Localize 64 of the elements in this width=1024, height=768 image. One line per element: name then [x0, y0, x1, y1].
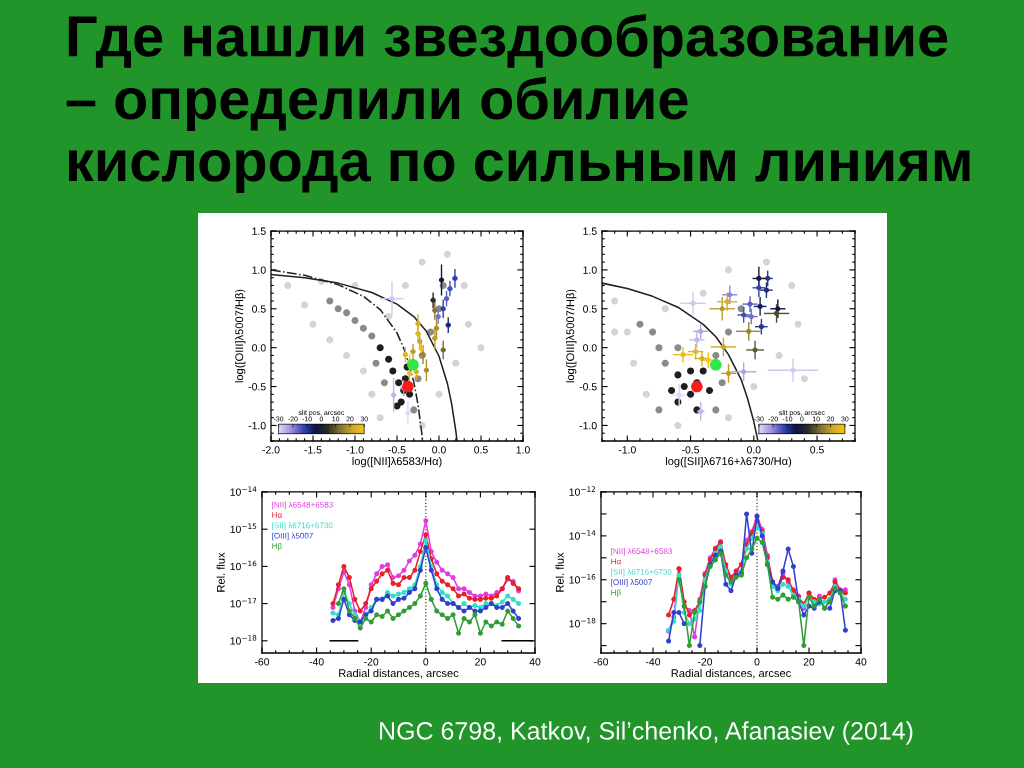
text: [SII] λ6716+6730 — [272, 522, 333, 530]
text: Hα — [272, 512, 282, 518]
x-tick-label: -0.5 — [682, 446, 700, 454]
text: [OIII] λ5007 — [272, 532, 313, 541]
y-tick-label: 10$^{−18}$ — [230, 635, 257, 645]
y-tick-label: 10$^{−14}$ — [230, 486, 257, 496]
x-tick-label: -1.5 — [304, 446, 322, 454]
x-tick-label: 20 — [803, 658, 815, 666]
x-tick-label: 1.0 — [516, 446, 530, 454]
y-tick-label: 1.5 — [583, 227, 597, 235]
x-tick-label: -20 — [697, 658, 713, 666]
x-tick-label: 0.0 — [432, 446, 446, 454]
series-label: [NII] λ6548+6583 — [611, 548, 672, 556]
x-tick-label: -40 — [309, 658, 324, 666]
x-axis-title: Radial distances, arcsec — [339, 668, 459, 679]
y-tick-label: 10$^{−18}$ — [569, 617, 596, 628]
x-tick-label: -1.0 — [346, 446, 364, 454]
x-tick-label: 40 — [855, 658, 867, 666]
text: Hβ — [272, 542, 282, 551]
x-tick-label: 0.0 — [746, 446, 761, 454]
text: [OIII] λ5007 — [611, 579, 652, 587]
y-tick-label: -0.5 — [248, 383, 266, 391]
y-axis-title: Rel. flux — [216, 552, 225, 592]
x-tick-label: -20 — [364, 658, 379, 666]
x-tick-label: -2.0 — [262, 446, 280, 454]
y-tick-label: 10$^{−15}$ — [230, 523, 257, 534]
text: Hα — [611, 558, 621, 565]
y-axis-title: Rel. flux — [555, 552, 564, 592]
x-tick-label: 40 — [529, 658, 541, 666]
x-tick-label: 0 — [423, 658, 429, 666]
text: Hβ — [611, 589, 621, 597]
y-tick-label: 1.0 — [252, 266, 266, 274]
y-tick-label: 10$^{−14}$ — [569, 530, 596, 540]
x-tick-label: 0.5 — [474, 446, 488, 454]
y-tick-label: -1.0 — [248, 421, 266, 430]
x-tick-label: 0 — [754, 658, 760, 666]
x-axis-title: log([SII]λ6716+λ6730/Hα) — [665, 456, 792, 468]
y-tick-label: 1.5 — [252, 227, 266, 235]
x-tick-label: 0.5 — [810, 446, 824, 454]
y-tick-label: -1.0 — [579, 421, 597, 430]
y-tick-label: 0.5 — [583, 305, 597, 313]
x-tick-label: -60 — [254, 658, 270, 666]
x-tick-label: -0.5 — [388, 446, 406, 454]
x-tick-label: -1.0 — [618, 446, 636, 454]
y-axis-title: log([OIII]λ5007/Hβ) — [566, 289, 577, 383]
text: NGC 6798, Katkov, Sil’chenko, Afanasiev (2014) — [380, 721, 913, 745]
y-tick-label: 10$^{−12}$ — [569, 486, 596, 496]
x-axis-title: Radial distances, arcsec — [671, 668, 791, 679]
text: [NII] λ6548+6583 — [272, 501, 333, 510]
y-tick-label: 0.0 — [583, 344, 597, 352]
y-tick-label: 1.0 — [583, 266, 597, 274]
x-tick-label: 20 — [475, 658, 486, 666]
x-axis-title: log([NII]λ6583/Hα) — [352, 456, 442, 468]
x-tick-label: -40 — [645, 658, 661, 666]
y-axis-title: log([OIII]λ5007/Hβ) — [235, 289, 246, 383]
x-tick-label: -60 — [593, 658, 609, 666]
y-tick-label: 10$^{−16}$ — [230, 560, 257, 571]
series-label: [SII] λ6716+6730 — [611, 568, 672, 577]
y-tick-label: 10$^{−17}$ — [230, 598, 257, 608]
y-tick-label: 10$^{−16}$ — [569, 574, 596, 584]
y-tick-label: 0.5 — [252, 305, 266, 313]
chart-title: Где нашли звездообразование – определили обилие кислорода по сильным линиям — [66, 14, 970, 194]
y-tick-label: 0.0 — [252, 344, 266, 352]
y-tick-label: -0.5 — [579, 383, 597, 391]
